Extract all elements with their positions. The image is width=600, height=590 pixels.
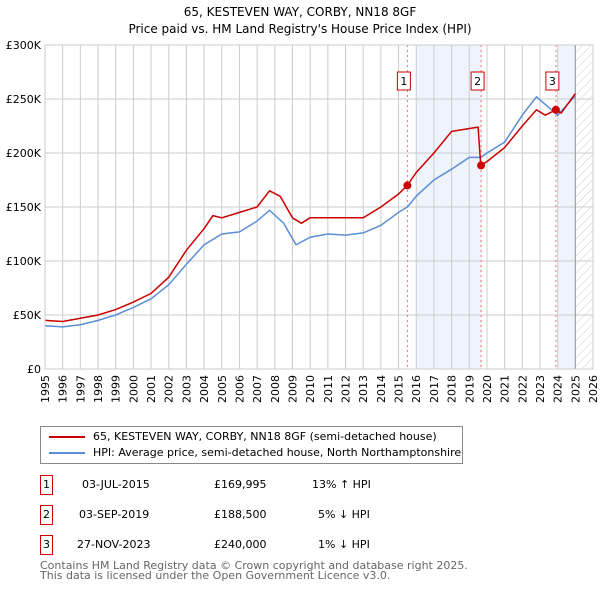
transaction-date: 03-JUL-2015 (82, 478, 150, 491)
x-tick-label: 2002 (163, 375, 176, 403)
x-tick-label: 2013 (357, 375, 370, 403)
x-tick-label: 2004 (198, 375, 211, 403)
chart-subtitle: Price paid vs. HM Land Registry's House … (128, 22, 471, 36)
sale-label-box (396, 71, 411, 91)
x-tick-label: 2003 (180, 375, 193, 403)
sale-label-box (470, 71, 485, 91)
x-tick-label: 1996 (57, 375, 70, 403)
x-tick-label: 2007 (251, 375, 264, 403)
x-tick-label: 2026 (587, 375, 600, 403)
x-tick-label: 2006 (233, 375, 246, 403)
x-tick-label: 2018 (446, 375, 459, 403)
transaction-price: £240,000 (214, 538, 267, 551)
y-tick-label: £100K (6, 255, 42, 268)
footer: Contains HM Land Registry data © Crown c… (40, 559, 468, 582)
x-tick-label: 2024 (552, 375, 565, 403)
y-tick-label: £150K (6, 201, 42, 214)
transaction-hpi: 13% ↑ HPI (312, 478, 371, 491)
x-tick-label: 1998 (92, 375, 105, 403)
x-tick-label: 2019 (463, 375, 476, 403)
x-tick-label: 2014 (375, 375, 388, 403)
sale-point (551, 105, 560, 114)
x-tick-label: 2005 (216, 375, 229, 403)
x-tick-label: 1999 (110, 375, 123, 403)
y-tick-label: £300K (6, 39, 42, 52)
transaction-price: £169,995 (214, 478, 267, 491)
x-tick-label: 2023 (534, 375, 547, 403)
transaction-date: 03-SEP-2019 (79, 508, 150, 521)
chart-title: 65, KESTEVEN WAY, CORBY, NN18 8GF (184, 5, 417, 19)
sale-point (477, 161, 486, 170)
chart-legend: 65, KESTEVEN WAY, CORBY, NN18 8GF (semi-… (40, 426, 463, 464)
x-tick-label: 2009 (286, 375, 299, 403)
y-tick-label: £200K (6, 147, 42, 160)
transaction-price: £188,500 (214, 508, 267, 521)
marker-badge: 1 (40, 475, 53, 495)
y-tick-label: £250K (6, 93, 42, 106)
copyright-text: Contains HM Land Registry data © Crown c… (40, 559, 468, 572)
sale-label-box (545, 71, 560, 91)
x-tick-label: 2015 (393, 375, 406, 403)
x-tick-label: 2017 (428, 375, 441, 403)
marker-badge: 2 (40, 505, 53, 525)
transaction-hpi: 1% ↓ HPI (318, 538, 370, 551)
price-chart: 65, KESTEVEN WAY, CORBY, NN18 8GF Price … (6, 5, 600, 403)
marker-badge: 3 (40, 535, 53, 555)
series-line (44, 93, 576, 323)
legend-label: 65, KESTEVEN WAY, CORBY, NN18 8GF (semi-… (93, 430, 437, 443)
legend-item-property: 65, KESTEVEN WAY, CORBY, NN18 8GF (semi-… (49, 430, 437, 443)
x-tick-label: 2016 (410, 375, 423, 403)
x-tick-label: 1997 (74, 375, 87, 403)
x-tick-label: 2010 (304, 375, 317, 403)
x-tick-label: 2000 (127, 375, 140, 403)
x-tick-label: 2020 (481, 375, 494, 403)
legend-label: HPI: Average price, semi-detached house,… (93, 446, 462, 459)
y-tick-label: £0 (27, 363, 41, 376)
plot-border (44, 44, 594, 370)
x-tick-label: 2012 (340, 375, 353, 403)
y-tick-label: £50K (13, 309, 42, 322)
transaction-row: 3 27-NOV-2023 £240,000 1% ↓ HPI (40, 535, 440, 555)
x-tick-label: 2025 (569, 375, 582, 403)
legend-swatch (49, 451, 85, 454)
transaction-hpi: 5% ↓ HPI (318, 508, 370, 521)
transaction-row: 2 03-SEP-2019 £188,500 5% ↓ HPI (40, 505, 440, 525)
sale-label: 2 (474, 75, 481, 88)
sale-point (403, 181, 412, 190)
sale-label: 3 (549, 75, 556, 88)
x-tick-label: 2022 (516, 375, 529, 403)
transaction-date: 27-NOV-2023 (77, 538, 151, 551)
x-tick-label: 2011 (322, 375, 335, 403)
transaction-row: 1 03-JUL-2015 £169,995 13% ↑ HPI (40, 475, 440, 495)
sale-label: 1 (400, 75, 407, 88)
legend-swatch (49, 435, 85, 438)
legend-item-hpi: HPI: Average price, semi-detached house,… (49, 446, 461, 459)
x-tick-label: 1995 (39, 375, 52, 403)
x-tick-label: 2021 (499, 375, 512, 403)
x-tick-label: 2008 (269, 375, 282, 403)
series-line (44, 95, 576, 328)
x-tick-label: 2001 (145, 375, 158, 403)
license-text: This data is licensed under the Open Gov… (40, 569, 391, 582)
